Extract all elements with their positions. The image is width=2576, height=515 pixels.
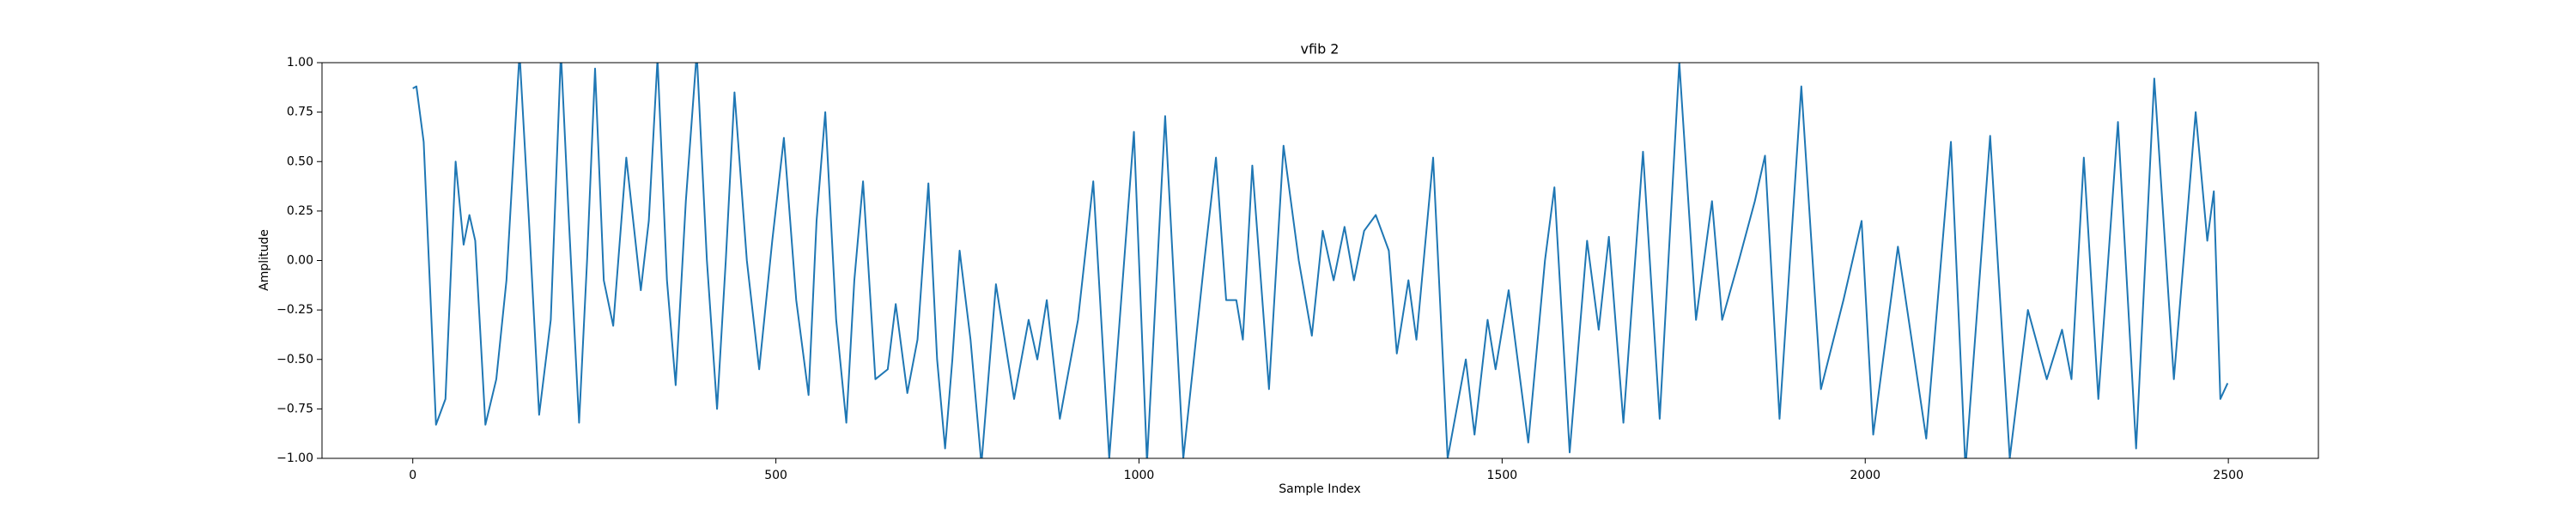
x-tick-label: 2500 [2213, 469, 2244, 482]
y-tick-label: 0.50 [287, 154, 313, 168]
x-tick-label: 0 [409, 469, 416, 482]
x-axis-label: Sample Index [1279, 482, 1360, 496]
y-tick-label: −1.00 [276, 451, 313, 465]
x-tick-label: 2000 [1850, 469, 1880, 482]
y-tick-label: 0.00 [287, 254, 313, 268]
y-tick-label: −0.75 [276, 402, 313, 415]
plot-frame [321, 62, 2319, 459]
y-tick-label: −0.50 [276, 353, 313, 367]
y-tick-label: 1.00 [287, 56, 313, 70]
y-tick-label: −0.25 [276, 303, 313, 317]
data-line [412, 63, 2229, 458]
x-tick-label: 500 [764, 469, 787, 482]
y-tick-label: 0.75 [287, 106, 313, 119]
y-axis-label: Amplitude [258, 229, 271, 291]
y-tick-label: 0.25 [287, 204, 313, 218]
chart-title: vfib 2 [1301, 41, 1340, 58]
x-tick-label: 1500 [1487, 469, 1518, 482]
x-tick-label: 1000 [1124, 469, 1155, 482]
